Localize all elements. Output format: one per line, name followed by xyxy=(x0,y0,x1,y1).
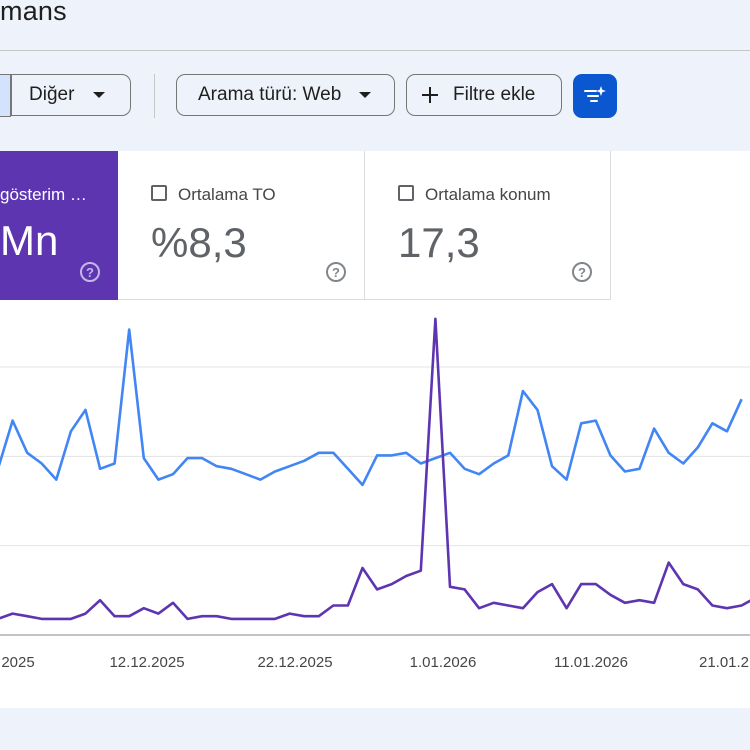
toolbar-divider xyxy=(154,74,155,118)
help-icon[interactable]: ? xyxy=(572,262,592,282)
ctr-label: Ortalama TO xyxy=(178,185,276,204)
search-type-label: Arama türü: Web xyxy=(198,84,342,105)
position-card[interactable]: Ortalama konum 17,3 ? xyxy=(365,151,611,300)
chevron-down-icon xyxy=(359,92,372,98)
series-line-purple xyxy=(0,317,750,621)
add-filter-label: Filtre ekle xyxy=(453,84,536,105)
page-title: mans xyxy=(0,0,67,26)
ctr-checkbox[interactable] xyxy=(151,185,167,201)
chevron-down-icon xyxy=(93,92,106,98)
x-tick-label: 21.01.2 xyxy=(698,654,750,671)
position-checkbox[interactable] xyxy=(398,185,414,201)
x-tick-label: 11.01.2026 xyxy=(554,654,628,671)
x-tick-label: 22.12.2025 xyxy=(257,654,333,671)
page-footer-band xyxy=(0,708,750,750)
chart-grid xyxy=(0,366,750,636)
impressions-card[interactable]: gösterim … Mn ? xyxy=(0,151,118,300)
series-line-blue xyxy=(0,328,743,487)
impressions-label: gösterim … xyxy=(0,185,87,204)
performance-chart[interactable] xyxy=(0,300,750,645)
help-icon[interactable]: ? xyxy=(80,262,100,282)
title-divider xyxy=(0,50,750,51)
other-filter-label: Diğer xyxy=(29,84,75,105)
position-label: Ortalama konum xyxy=(425,185,551,204)
date-range-chip-selected[interactable] xyxy=(0,74,11,117)
ai-filter-button[interactable] xyxy=(573,74,617,118)
search-type-chip[interactable]: Arama türü: Web xyxy=(176,74,395,116)
help-icon[interactable]: ? xyxy=(326,262,346,282)
ctr-card[interactable]: Ortalama TO %8,3 ? xyxy=(118,151,365,300)
x-tick-label: 2025 xyxy=(1,654,35,671)
position-value: 17,3 xyxy=(398,219,480,266)
plus-icon xyxy=(422,87,438,103)
impressions-value: Mn xyxy=(0,217,59,264)
x-tick-label: 1.01.2026 xyxy=(409,654,477,671)
ctr-value: %8,3 xyxy=(151,219,247,266)
x-tick-label: 12.12.2025 xyxy=(109,654,185,671)
other-filter-chip[interactable]: Diğer xyxy=(11,74,131,116)
chart-series xyxy=(0,317,750,621)
add-filter-button[interactable]: Filtre ekle xyxy=(406,74,562,116)
sparkle-filter-icon xyxy=(584,86,606,102)
